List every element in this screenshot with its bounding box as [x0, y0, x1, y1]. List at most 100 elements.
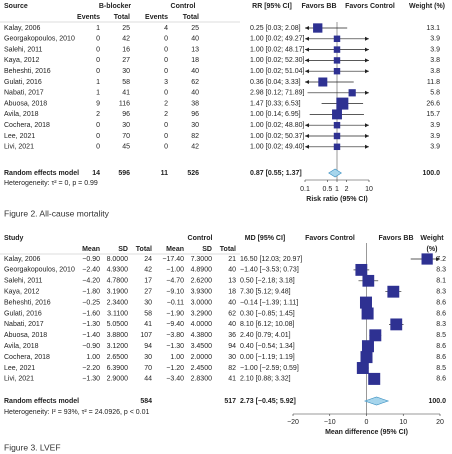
weight-label: 3.9 [430, 36, 440, 43]
ci-arrow [305, 123, 309, 128]
weight-label: 8.3 [436, 321, 446, 328]
column-subheader: SD [202, 246, 212, 253]
weight-label: 3.8 [430, 68, 440, 75]
table-cell: 25 [122, 25, 130, 32]
table-cell: 0 [164, 57, 168, 64]
effect-label: 1.00 [0.02; 49.27] [250, 36, 305, 43]
table-cell: 0 [96, 57, 100, 64]
table-cell: 7.3000 [191, 256, 213, 263]
ci-arrow [365, 36, 369, 41]
table-cell: 3.4500 [191, 343, 213, 350]
column-header: Control [171, 3, 196, 10]
effect-label: 8.10 [6.12; 10.08] [240, 321, 295, 328]
weight-label: 26.6 [426, 100, 440, 107]
x-tick-label: 1 [335, 186, 339, 193]
ci-arrow [365, 69, 369, 74]
study-name: Gulati, 2016 [4, 310, 42, 317]
effect-label: 1.00 [0.02; 51.04] [250, 68, 305, 75]
effect-square [356, 362, 369, 374]
column-header: Favors Control [345, 3, 395, 10]
table-cell: 3.9300 [191, 289, 213, 296]
table-cell: −0.11 [167, 299, 184, 306]
table-cell: 0 [164, 90, 168, 97]
pooled-cell: 11 [161, 170, 169, 177]
effect-square [318, 77, 328, 87]
table-cell: 30 [191, 122, 199, 129]
table-cell: 0 [164, 46, 168, 53]
table-cell: −17.40 [162, 256, 184, 263]
table-cell: 30 [228, 354, 236, 361]
pooled-cell: 14 [92, 170, 100, 177]
effect-label: 1.00 [0.14; 6.95] [250, 111, 301, 118]
table-cell: −4.70 [166, 278, 184, 285]
weight-label: 11.8 [427, 79, 440, 86]
table-cell: 116 [119, 100, 130, 107]
ci-arrow [365, 123, 369, 128]
table-cell: −1.80 [82, 289, 100, 296]
table-cell: 0 [164, 36, 168, 43]
table-cell: 1 [96, 90, 100, 97]
table-cell: 24 [144, 256, 152, 263]
table-cell: 40 [228, 321, 236, 328]
table-cell: 30 [122, 122, 130, 129]
weight-label: 3.9 [430, 144, 440, 151]
effect-label: 1.00 [0.02; 50.37] [250, 133, 305, 140]
table-cell: 70 [144, 365, 152, 372]
table-cell: 13 [228, 278, 236, 285]
table-cell: 40 [228, 267, 236, 274]
table-cell: 30 [144, 299, 152, 306]
study-name: Kalay, 2006 [4, 256, 41, 263]
effect-square [421, 253, 433, 265]
table-cell: 62 [191, 79, 199, 86]
table-cell: 4.9300 [107, 267, 129, 274]
table-cell: −0.90 [82, 256, 100, 263]
study-name: Avila, 2018 [4, 111, 39, 118]
table-cell: 27 [122, 57, 130, 64]
table-cell: 3 [164, 79, 168, 86]
column-header: Favors BB [378, 235, 413, 242]
table-cell: 70 [122, 133, 130, 140]
weight-label: 8.5 [436, 365, 446, 372]
ci-arrow [305, 80, 309, 84]
ci-arrow [305, 36, 309, 41]
study-name: Livi, 2021 [4, 144, 34, 151]
pooled-cell: 584 [140, 398, 152, 405]
pooled-weight: 100.0 [428, 398, 446, 405]
table-cell: −1.20 [166, 365, 184, 372]
table-cell: 3.8800 [107, 332, 129, 339]
weight-label: 15.7 [426, 111, 440, 118]
effect-label: −0.14 [−1.39; 1.11] [240, 299, 298, 306]
table-cell: 0 [96, 46, 100, 53]
table-cell: 40 [191, 36, 199, 43]
study-name: Georgakopoulos, 2010 [4, 36, 75, 43]
table-cell: 4.8900 [191, 267, 213, 274]
table-cell: 0 [96, 144, 100, 151]
table-cell: 25 [191, 25, 199, 32]
column-header: MD [95% CI] [245, 235, 285, 242]
table-cell: 1 [96, 25, 100, 32]
table-cell: 94 [228, 343, 236, 350]
x-tick-label: 0.5 [322, 186, 332, 193]
weight-label: 3.8 [430, 57, 440, 64]
study-name: Livi, 2021 [4, 376, 34, 383]
pooled-cell: 526 [187, 170, 199, 177]
heterogeneity: Heterogeneity: I² = 93%, τ² = 24.0926, p… [4, 409, 149, 416]
effect-square [361, 307, 374, 320]
table-cell: 30 [144, 354, 152, 361]
table-cell: 1.00 [86, 354, 100, 361]
table-cell: 45 [122, 144, 130, 151]
table-cell: 40 [191, 90, 199, 97]
study-name: Abuosa, 2018 [4, 100, 47, 107]
ci-arrow [365, 90, 369, 95]
effect-square [361, 340, 374, 353]
x-tick-label: 20 [436, 419, 444, 426]
table-cell: −4.20 [82, 278, 100, 285]
study-name: Abuosa, 2018 [4, 332, 47, 339]
effect-label: 7.30 [5.12; 9.48] [240, 289, 291, 296]
table-cell: 27 [144, 289, 152, 296]
study-name: Salehi, 2011 [4, 278, 43, 285]
weight-label: 13.1 [426, 25, 440, 32]
table-cell: 2.8300 [191, 376, 213, 383]
pooled-diamond [328, 168, 342, 178]
weight-label: 8.6 [436, 310, 446, 317]
